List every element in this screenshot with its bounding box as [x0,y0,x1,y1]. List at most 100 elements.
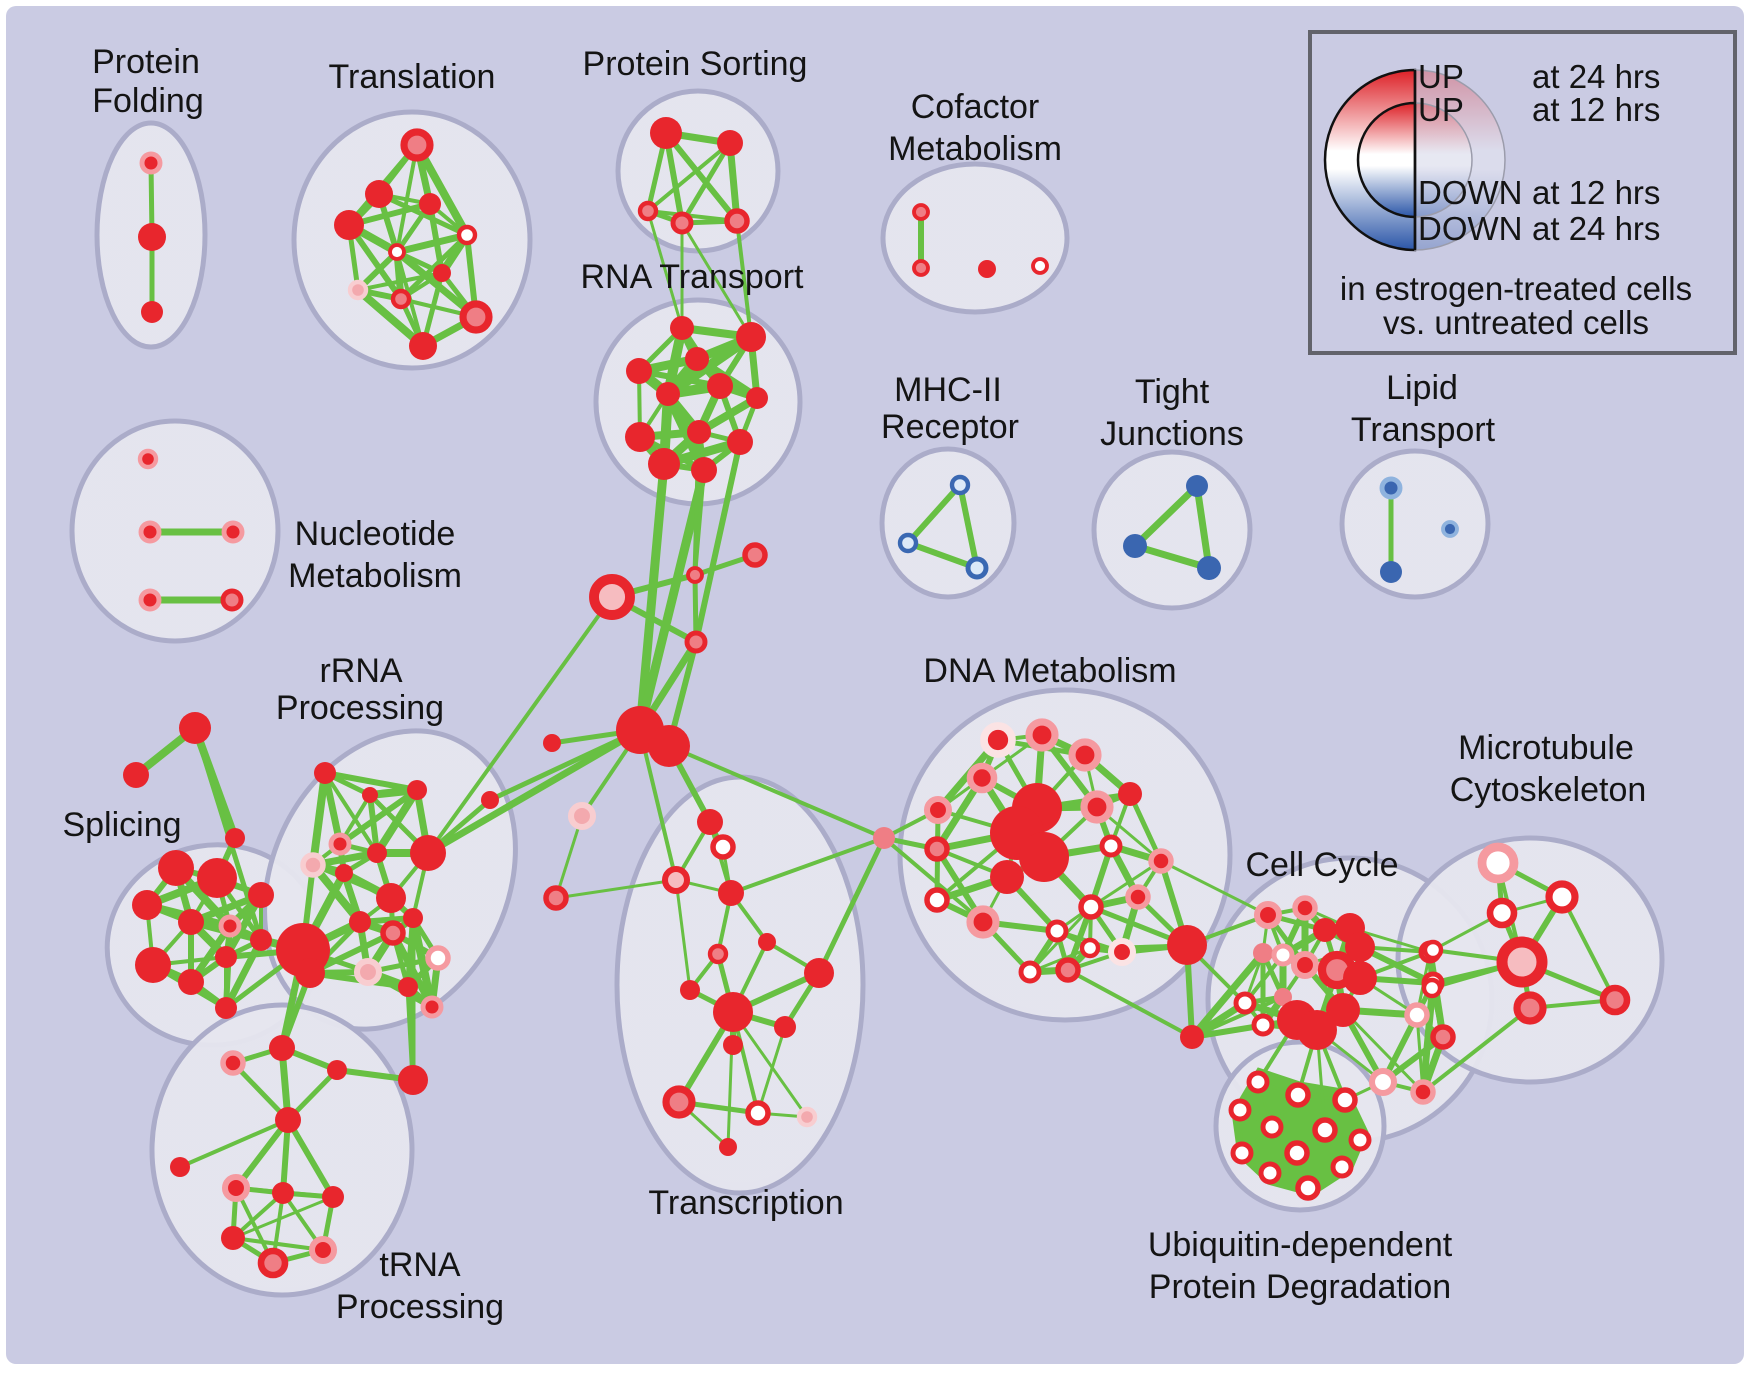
gene-node-wp [425,945,451,971]
edge [735,219,753,339]
cluster-label-cofactor-metabolism: Cofactor [911,88,1040,126]
edge [905,540,980,571]
edge [554,878,678,900]
cluster-nodes-mhc-ii-receptor [897,474,989,580]
gene-node-r [736,322,766,352]
cluster-label-translation: Translation [329,58,496,96]
gene-node-r [362,787,378,803]
edge [337,787,420,847]
gene-node-wp [1404,1002,1430,1028]
edge [635,459,669,735]
gene-node-wb [949,474,971,496]
gene-node-rp [923,795,953,825]
gene-node-w [1078,894,1104,920]
gene-node-w [1312,1117,1338,1143]
gene-node-w [710,834,736,860]
gene-node-w [388,243,406,261]
edge [1066,968,1194,1039]
legend-direction-label: UP [1418,91,1464,128]
gene-node-b [1197,556,1221,580]
gene-node-r [335,864,353,882]
gene-node-r [670,316,694,340]
gene-node-w [1099,834,1123,858]
cluster-label-dna-metabolism: DNA Metabolism [923,652,1176,690]
gene-node-r [269,1035,295,1061]
cluster-label-mhc-ii-receptor: Receptor [881,408,1019,446]
cluster-ellipse-tight-junctions [1091,449,1253,611]
gene-node-w [1045,919,1069,943]
gene-node-wp [1477,842,1519,884]
gene-node-r [707,373,733,399]
gene-node-r [215,946,237,968]
gene-node-r [1326,993,1360,1027]
gene-node-pk [742,542,768,568]
legend-note: in estrogen-treated cells [1340,270,1692,307]
cluster-label-microtubule-cytoskeleton: Microtubule [1458,729,1634,767]
gene-node-r [691,457,717,483]
gene-node-pk [1513,991,1547,1025]
gene-node-w [1230,1141,1254,1165]
cluster-ellipse-lipid-transport [1339,448,1491,600]
gene-node-rpl [980,722,1016,758]
cluster-nodes-nucleotide-metabolism [137,448,245,612]
edge [1159,859,1270,917]
gene-node-r [656,382,680,406]
gene-node-pk [686,566,704,584]
edge [426,595,614,855]
cluster-label-rna-transport: RNA Transport [581,258,805,296]
gene-node-p [1253,943,1273,963]
edge [323,771,379,855]
gene-node-r [367,843,387,863]
legend-ring-saturated [1356,101,1417,219]
gene-node-r [272,1182,294,1204]
edge [1421,1006,1532,1094]
gene-node-pk [1055,957,1081,983]
gene-node-p [1274,988,1292,1006]
gene-node-w [1285,1082,1311,1108]
gene-node-r [178,969,204,995]
edge [1341,1008,1425,1094]
gene-node-r [123,762,149,788]
gene-node-r [158,850,194,886]
gene-node-w [1348,1128,1372,1152]
gene-node-r [327,1060,347,1080]
cluster-label-cofactor-metabolism: Metabolism [888,130,1062,168]
gene-node-r [758,933,776,951]
gene-node-rp [220,1050,246,1076]
gene-node-r [409,332,437,360]
cluster-label-lipid-transport: Transport [1351,411,1496,449]
cluster-label-rrna-processing: rRNA [319,652,402,690]
gene-node-r [225,828,245,848]
edge [554,814,584,900]
gene-node-r [717,130,743,156]
gene-node-p [873,827,895,849]
gene-node-r [804,958,834,988]
gene-node-r [1345,932,1375,962]
cluster-label-ubiquitin-degradation: Ubiquitin-dependent [1148,1226,1453,1264]
cluster-label-transcription: Transcription [648,1184,843,1222]
edge [756,1025,787,1115]
gene-node-rp [966,905,1000,939]
network-nodes [123,117,1631,1279]
gene-node-w [1284,1140,1310,1166]
edge [646,141,732,213]
gene-node-r [135,947,171,983]
legend-direction-label: UP [1418,58,1464,95]
legend-time-label: at 24 hrs [1532,58,1660,95]
gene-node-pk [459,300,493,334]
gene-node-r [626,358,652,384]
gene-node-pk [257,1247,289,1279]
gene-node-w [1260,1115,1284,1139]
gene-node-r [723,1035,743,1055]
cluster-label-tight-junctions: Junctions [1100,415,1244,453]
gene-node-pk [1430,1024,1456,1050]
gene-node-w [1545,880,1579,914]
gene-node-rp [1025,718,1059,752]
gene-node-pk [662,1085,696,1119]
cluster-nodes-lipid-transport [1379,476,1459,583]
gene-node-wp [1271,943,1295,967]
gene-node-rp [1253,900,1283,930]
gene-node-rp [138,588,162,612]
gene-node-w [924,887,950,913]
gene-node-r [349,911,371,933]
